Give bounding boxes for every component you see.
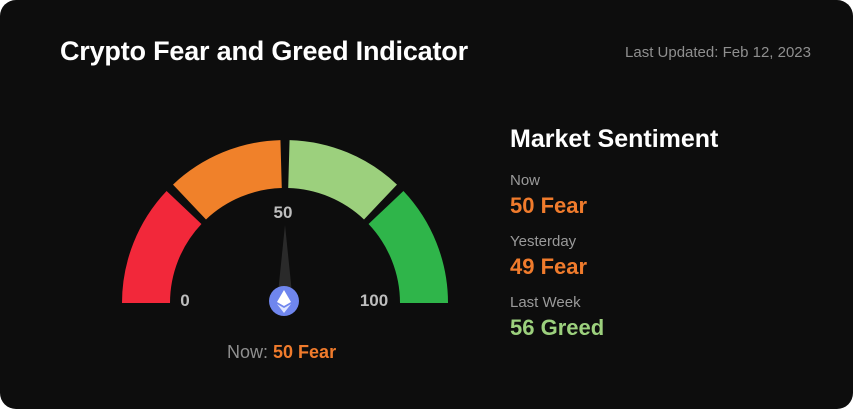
gauge-segment-greed (288, 140, 397, 220)
gauge-max-label: 100 (360, 291, 388, 310)
gauge-needle-label: 50 (274, 203, 293, 222)
gauge-segment-extreme-fear (122, 191, 202, 303)
gauge-caption: Now: 50 Fear (227, 342, 336, 363)
gauge-min-label: 0 (180, 291, 189, 310)
gauge-caption-value: 50 Fear (273, 342, 337, 362)
sentiment-yesterday-label: Yesterday (510, 233, 577, 250)
market-sentiment-panel: Market Sentiment Now 50 Fear Yesterday 4… (510, 125, 718, 355)
sentiment-now-label: Now (510, 172, 541, 189)
sentiment-now-value: 50 Fear (510, 193, 588, 218)
gauge-segment-extreme-greed (368, 191, 448, 303)
page-title: Crypto Fear and Greed Indicator (60, 36, 468, 66)
sentiment-yesterday-value: 49 Fear (510, 254, 588, 279)
sentiment-last-week-label: Last Week (510, 294, 581, 311)
last-updated-text: Last Updated: Feb 12, 2023 (625, 44, 811, 61)
gauge-segment-fear (173, 140, 282, 220)
ethereum-icon (269, 286, 299, 316)
gauge-needle (277, 225, 293, 303)
gauge-caption-prefix: Now: (227, 342, 269, 362)
market-sentiment-title: Market Sentiment (510, 125, 719, 153)
sentiment-last-week-value: 56 Greed (510, 315, 605, 340)
fear-greed-gauge: 50 0 100 (122, 140, 448, 316)
